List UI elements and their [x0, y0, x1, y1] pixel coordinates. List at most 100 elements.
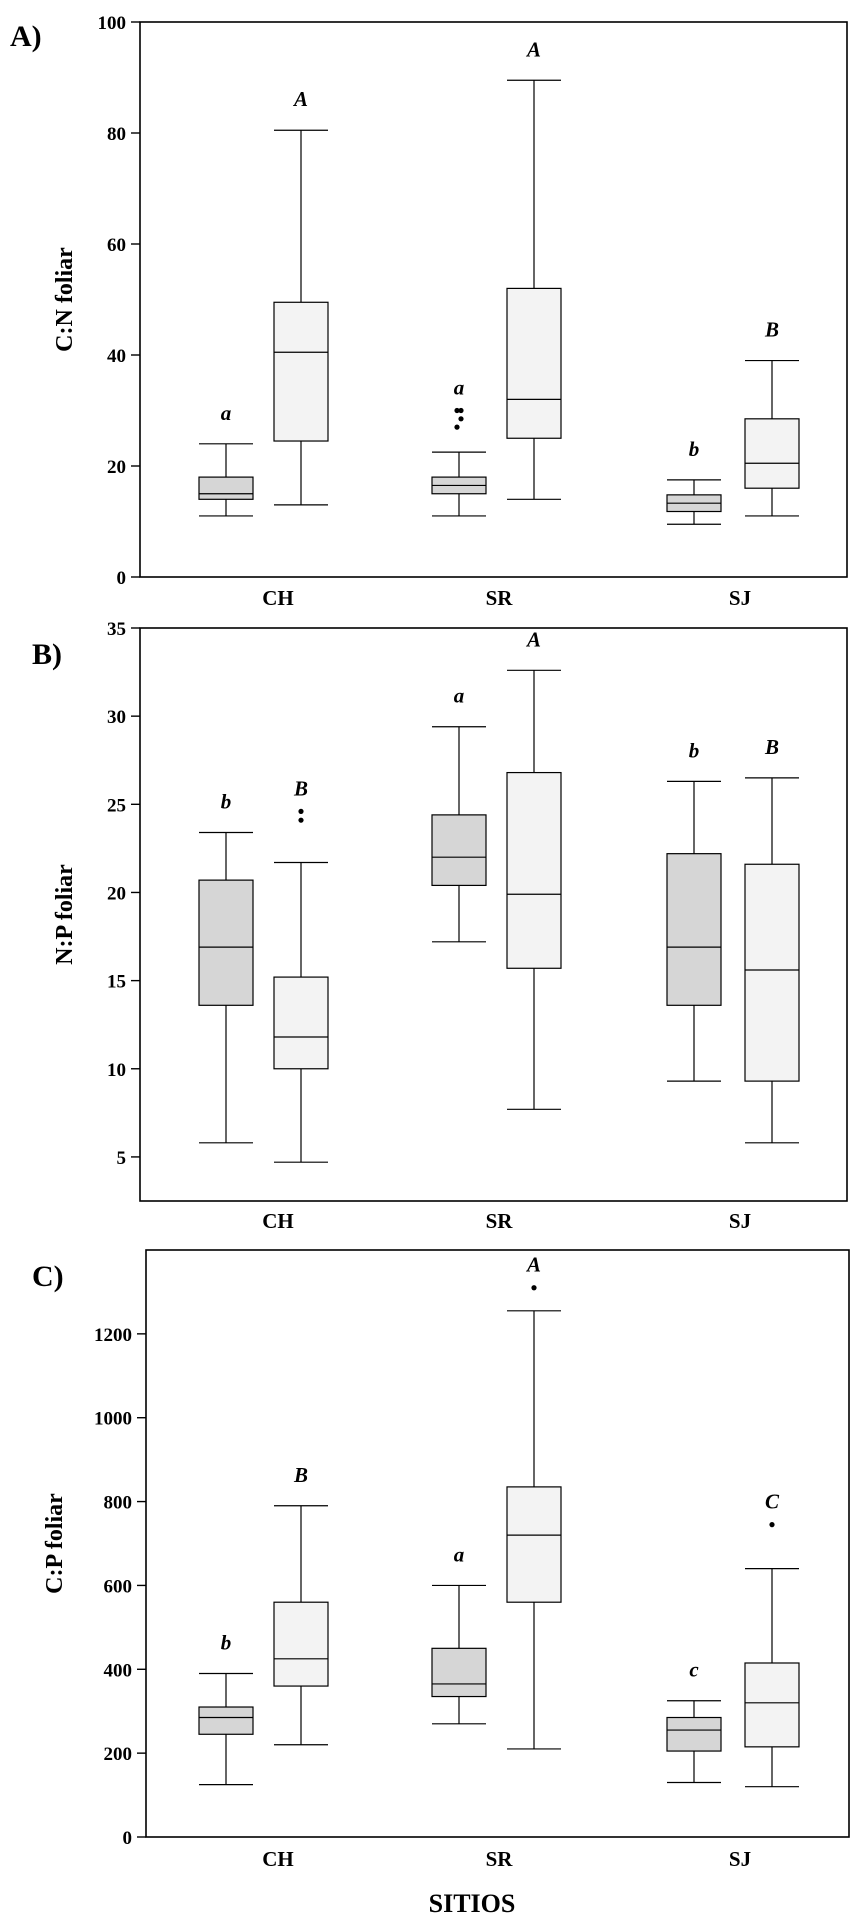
category-label: SR — [486, 1209, 514, 1233]
significance-letter: C — [765, 1490, 780, 1514]
box-light-CH: B — [273, 1463, 329, 1746]
box-light-SR: A — [506, 627, 562, 1110]
y-tick-label: 1000 — [94, 1409, 132, 1430]
y-tick-label: 5 — [117, 1148, 127, 1169]
x-axis-title: SITIOS — [429, 1889, 516, 1918]
outlier-point — [458, 407, 464, 414]
box-iqr — [198, 476, 254, 500]
box-iqr — [666, 853, 722, 1006]
significance-letter: b — [689, 738, 700, 762]
outlier-point — [454, 424, 460, 430]
category-label: SJ — [729, 1209, 751, 1233]
y-tick-label: 0 — [117, 568, 127, 589]
category-label: SJ — [729, 1847, 751, 1871]
box-dark-SJ: c — [666, 1658, 722, 1784]
y-tick-label: 1200 — [94, 1325, 132, 1346]
y-tick-label: 400 — [104, 1660, 133, 1681]
box-iqr — [506, 1486, 562, 1603]
box-iqr — [431, 1647, 487, 1698]
panel-label: A) — [10, 20, 42, 53]
box-light-CH: A — [273, 87, 329, 506]
category-label: SJ — [729, 586, 751, 610]
box-light-SJ: B — [744, 735, 800, 1144]
plot-frame — [145, 1249, 850, 1838]
box-iqr — [431, 814, 487, 887]
box-iqr — [506, 771, 562, 969]
y-tick-label: 600 — [104, 1576, 133, 1597]
box-light-SR: A — [506, 1253, 562, 1750]
outlier-point — [531, 1285, 537, 1291]
panel-label: B) — [32, 638, 62, 671]
significance-letter: a — [454, 1542, 465, 1566]
box-dark-SR: a — [431, 376, 487, 517]
box-iqr — [198, 879, 254, 1006]
y-tick-label: 10 — [107, 1060, 126, 1081]
outlier-point — [454, 407, 460, 414]
y-tick-label: 800 — [104, 1493, 133, 1514]
significance-letter: b — [689, 437, 700, 461]
significance-letter: b — [221, 1630, 232, 1654]
category-label: CH — [262, 1209, 294, 1233]
box-dark-CH: b — [198, 790, 254, 1144]
panel-label: C) — [32, 1260, 64, 1293]
y-axis-label: C:N foliar — [52, 247, 78, 352]
box-dark-SJ: b — [666, 437, 722, 525]
y-tick-label: 0 — [123, 1828, 133, 1849]
y-tick-label: 35 — [107, 619, 126, 640]
category-label: SR — [486, 586, 514, 610]
box-iqr — [198, 1706, 254, 1735]
box-iqr — [744, 418, 800, 489]
box-iqr — [744, 1662, 800, 1748]
category-label: CH — [262, 1847, 294, 1871]
y-tick-label: 20 — [107, 883, 126, 904]
y-tick-label: 20 — [107, 457, 126, 478]
box-iqr — [744, 863, 800, 1082]
y-tick-label: 40 — [107, 346, 126, 367]
significance-letter: a — [221, 401, 232, 425]
box-light-SR: A — [506, 37, 562, 500]
significance-letter: A — [292, 87, 308, 111]
box-iqr — [273, 976, 329, 1070]
box-light-SJ: B — [744, 318, 800, 517]
significance-letter: B — [293, 1463, 308, 1487]
category-label: SR — [486, 1847, 514, 1871]
y-tick-label: 15 — [107, 972, 126, 993]
box-iqr — [273, 301, 329, 442]
chart-panel-1: A) C:N foliar 0 20 40 60 80 100 CH SR SJ a a b A A B — [10, 13, 848, 610]
significance-letter: A — [525, 37, 541, 61]
y-tick-label: 200 — [104, 1744, 133, 1765]
y-axis-label: N:P foliar — [52, 864, 78, 965]
outlier-point — [769, 1522, 775, 1528]
y-tick-label: 25 — [107, 795, 126, 816]
significance-letter: a — [454, 684, 465, 708]
y-tick-label: 30 — [107, 707, 126, 728]
box-light-CH: B — [273, 776, 329, 1163]
outlier-point — [298, 808, 304, 814]
significance-letter: A — [525, 1253, 541, 1277]
outlier-point — [298, 817, 304, 823]
y-tick-label: 100 — [98, 13, 127, 34]
box-dark-CH: b — [198, 1630, 254, 1786]
y-axis-label: C:P foliar — [42, 1493, 68, 1594]
significance-letter: B — [764, 735, 779, 759]
plot-frame — [139, 21, 848, 578]
box-dark-CH: a — [198, 401, 254, 517]
box-dark-SR: a — [431, 684, 487, 943]
chart-panel-3: C) C:P foliar 0 200 400 600 800 1000 1200 CH SR SJ b… — [32, 1249, 850, 1871]
box-iqr — [273, 1601, 329, 1687]
outlier-point — [458, 416, 464, 422]
box-dark-SJ: b — [666, 738, 722, 1082]
significance-letter: c — [689, 1658, 699, 1682]
y-tick-label: 80 — [107, 124, 126, 145]
plot-frame — [139, 627, 848, 1202]
box-iqr — [666, 1716, 722, 1752]
significance-letter: B — [293, 776, 308, 800]
category-label: CH — [262, 586, 294, 610]
chart-panel-2: B) N:P foliar 5 10 15 20 25 30 35 CH SR SJ b a b B A B — [32, 619, 848, 1233]
box-iqr — [506, 287, 562, 439]
box-dark-SR: a — [431, 1542, 487, 1725]
significance-letter: b — [221, 790, 232, 814]
significance-letter: a — [454, 376, 465, 400]
box-light-SJ: C — [744, 1490, 800, 1788]
